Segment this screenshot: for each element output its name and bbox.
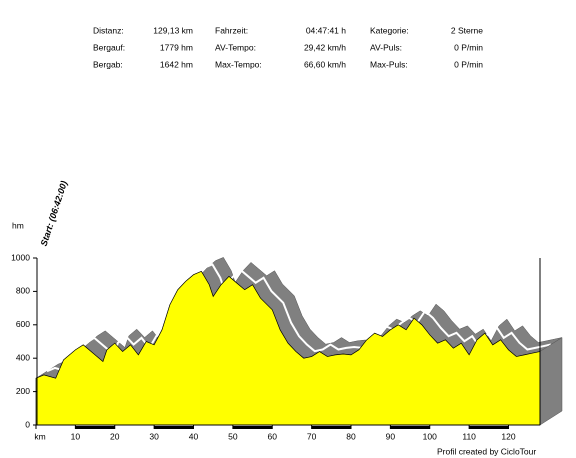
stat-value: 04:47:41 h [306,25,346,35]
y-tick-label: 800 [16,286,30,296]
x-tick-label: 120 [501,431,515,441]
y-tick-label: 1000 [11,252,30,262]
x-tick-label: 90 [386,431,396,441]
x-scale-band [154,426,194,429]
x-tick-label: 50 [228,431,238,441]
stat-value: 2 Sterne [451,25,483,35]
stat-value: 129,13 km [153,25,193,35]
y-tick-label: 0 [25,419,30,429]
stat-label: AV-Puls: [370,42,402,52]
x-tick-label: 60 [268,431,278,441]
stat-label: Max-Tempo: [215,59,262,69]
stat-label: AV-Tempo: [215,42,256,52]
x-scale-band [390,426,430,429]
y-tick-label: 600 [16,319,30,329]
y-tick-label: 200 [16,386,30,396]
x-tick-label: 20 [110,431,120,441]
credit: Profil created by CicloTour [437,446,536,456]
x-tick-label: 10 [71,431,81,441]
shadow-highlight [46,263,552,373]
y-tick-label: 400 [16,352,30,362]
stat-value: 0 P/min [454,59,483,69]
stat-value: 1779 hm [160,42,193,52]
x-tick-label: 40 [189,431,199,441]
stat-label: Bergauf: [93,42,125,52]
stat-label: Fahrzeit: [215,25,248,35]
stat-label: Distanz: [93,25,124,35]
x-tick-label: 30 [149,431,159,441]
x-tick-label: 80 [346,431,356,441]
stat-value: 1642 hm [160,59,193,69]
stat-label: Kategorie: [370,25,409,35]
stat-value: 29,42 km/h [304,42,346,52]
x-scale-band [232,426,273,429]
x-scale-band [311,426,351,429]
start-annotation: Start: (06:42:00) [39,180,70,248]
stat-label: Bergab: [93,59,123,69]
x-scale-band [75,426,115,429]
x-scale-band [469,426,509,429]
x-tick-label: 70 [307,431,317,441]
end-face [539,337,563,426]
stat-value: 0 P/min [454,42,483,52]
profile-area [35,270,541,426]
stat-value: 66,60 km/h [304,59,346,69]
stat-label: Max-Puls: [370,59,408,69]
x-tick-label: km [34,431,45,441]
x-tick-label: 110 [462,431,476,441]
x-tick-label: 100 [423,431,437,441]
y-axis-label: hm [12,220,24,230]
